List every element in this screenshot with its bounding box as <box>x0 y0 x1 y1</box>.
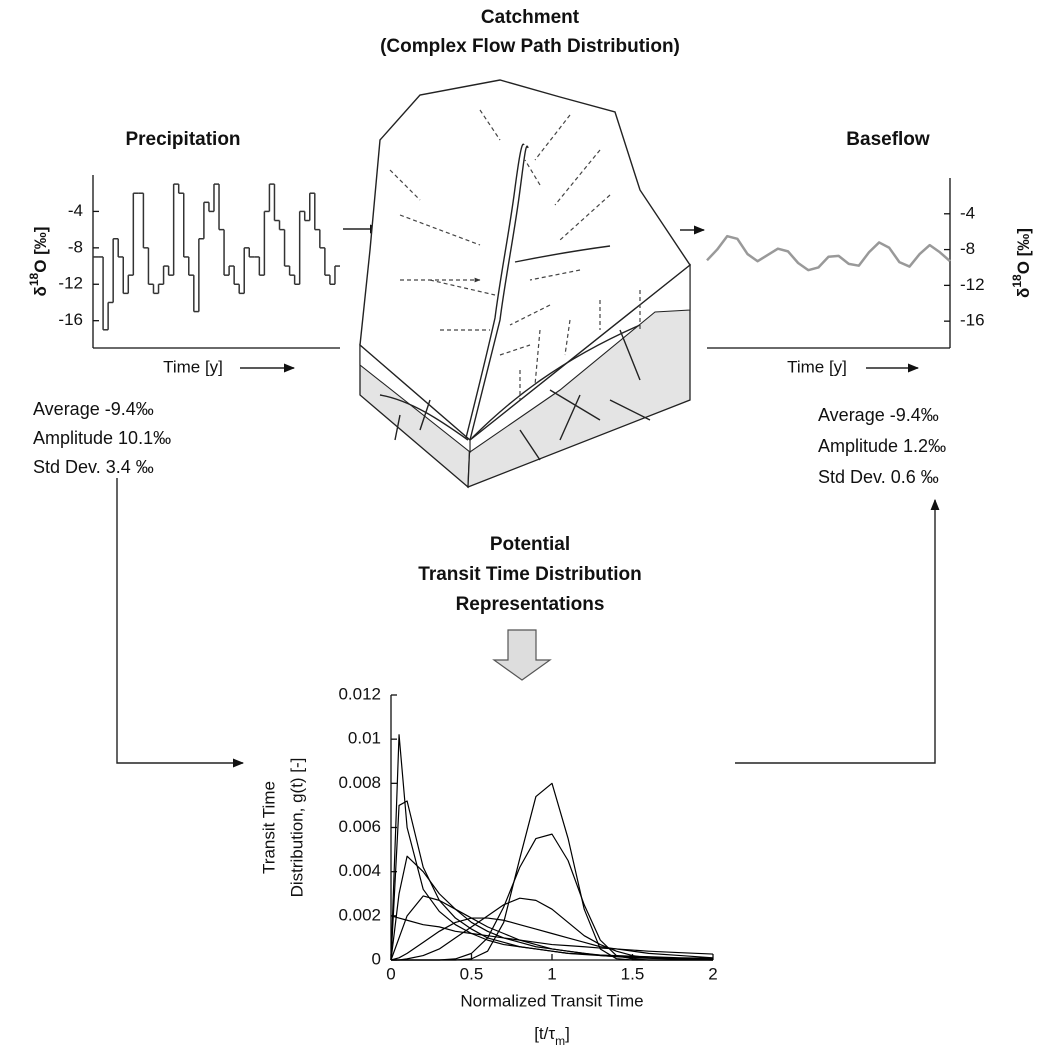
catchment-subtitle: (Complex Flow Path Distribution) <box>380 36 680 57</box>
y-tick-label: 0.004 <box>338 861 381 880</box>
representations-heading: Potential <box>490 534 570 555</box>
line <box>707 236 950 270</box>
y-tick-label: -16 <box>58 310 83 329</box>
y-axis-label-part: 18 <box>1010 274 1024 288</box>
baseflow-stat: Amplitude 1.2‰ <box>818 436 946 456</box>
flow-arrow <box>117 478 243 763</box>
x-tick-label: 0.5 <box>460 964 484 983</box>
line <box>391 735 713 960</box>
x-tick-label: 2 <box>708 964 717 983</box>
y-tick-label: -16 <box>960 311 985 330</box>
representations-heading: Transit Time Distribution <box>418 564 641 585</box>
y-axis-label-part: O [‰] <box>31 227 50 273</box>
flow-arrow <box>735 500 935 763</box>
x-axis-label-part: [t/τ <box>534 1024 555 1043</box>
y-tick-label: 0.002 <box>338 905 381 924</box>
x-axis-label: Time [y] <box>163 357 223 376</box>
catchment-title: Catchment <box>481 7 580 28</box>
representations-heading: Representations <box>456 594 605 615</box>
catchment-illustration <box>360 80 690 487</box>
y-axis-label-part: δ <box>31 286 50 296</box>
y-tick-label: 0.006 <box>338 817 381 836</box>
precipitation-stat: Amplitude 10.1‰ <box>33 428 171 448</box>
x-axis-label: [t/τm] <box>534 1024 570 1048</box>
baseflow-stat: Average -9.4‰ <box>818 405 939 425</box>
y-tick-label: 0 <box>372 949 381 968</box>
y-tick-label: -4 <box>68 201 83 220</box>
y-axis-label-part: δ <box>1014 288 1033 298</box>
line <box>391 801 713 960</box>
y-axis-label: Distribution, g(t) [-] <box>287 758 306 898</box>
y-axis-label-part: 18 <box>27 272 41 286</box>
y-tick-label: 0.01 <box>348 729 381 748</box>
y-tick-label: -12 <box>960 275 985 294</box>
x-tick-label: 1.5 <box>621 964 645 983</box>
y-tick-label: -12 <box>58 274 83 293</box>
y-axis-label-part: O [‰] <box>1014 228 1033 274</box>
line <box>391 918 713 960</box>
precipitation-title: Precipitation <box>125 129 240 150</box>
baseflow-stat: Std Dev. 0.6 ‰ <box>818 467 939 487</box>
x-tick-label: 0 <box>386 964 395 983</box>
precipitation-stat: Std Dev. 3.4 ‰ <box>33 457 154 477</box>
y-tick-label: -4 <box>960 203 975 222</box>
figure: Catchment (Complex Flow Path Distributio… <box>0 0 1046 1048</box>
line <box>391 896 713 960</box>
y-tick-label: -8 <box>960 239 975 258</box>
down-arrow <box>494 630 550 680</box>
y-tick-label: 0.008 <box>338 773 381 792</box>
y-axis-label: δ18O [‰] <box>1010 228 1033 298</box>
x-axis-label: Normalized Transit Time <box>460 991 643 1010</box>
x-axis-label: Time [y] <box>787 357 847 376</box>
x-axis-label-part: m <box>555 1034 565 1048</box>
y-tick-label: 0.012 <box>338 684 381 703</box>
x-tick-label: 1 <box>547 964 556 983</box>
y-axis-label: δ18O [‰] <box>27 227 50 297</box>
y-tick-label: -8 <box>68 237 83 256</box>
line <box>391 834 713 960</box>
x-axis-label-part: ] <box>565 1024 570 1043</box>
baseflow-title: Baseflow <box>846 129 930 150</box>
y-axis-label: Transit Time <box>259 781 278 874</box>
precipitation-stat: Average -9.4‰ <box>33 399 154 419</box>
